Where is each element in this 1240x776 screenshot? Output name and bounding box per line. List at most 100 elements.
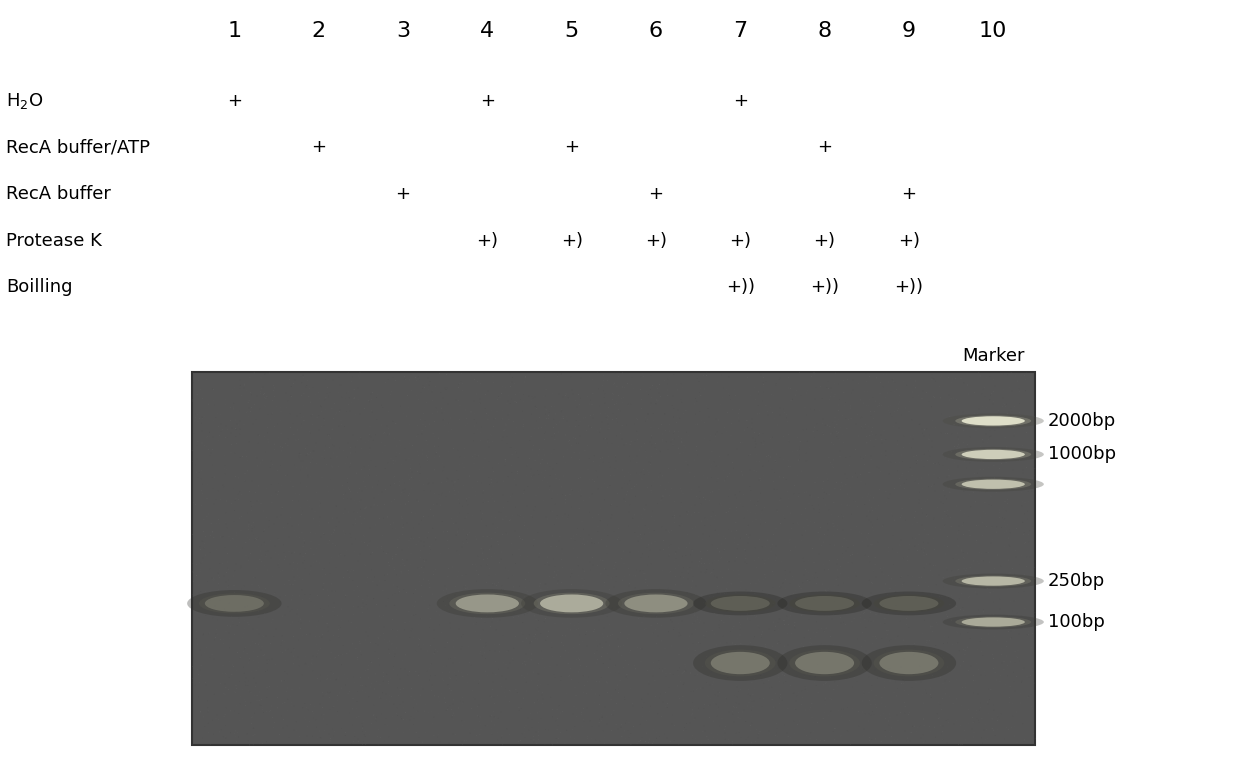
Point <box>201 738 221 750</box>
Point <box>513 388 533 400</box>
Point <box>467 647 487 660</box>
Point <box>615 693 635 705</box>
Point <box>914 719 934 732</box>
Point <box>827 558 847 570</box>
Point <box>580 394 600 407</box>
Point <box>277 386 296 399</box>
Point <box>588 471 608 483</box>
Point <box>636 628 656 640</box>
Point <box>857 531 877 543</box>
Point <box>379 647 399 660</box>
Point <box>787 672 807 684</box>
Point <box>200 563 219 575</box>
Point <box>569 472 589 484</box>
Point <box>394 584 414 596</box>
Text: 2: 2 <box>311 21 326 41</box>
Point <box>667 416 687 428</box>
Point <box>727 501 746 514</box>
Point <box>475 636 495 649</box>
Point <box>398 390 418 402</box>
Point <box>511 734 531 747</box>
Point <box>874 569 894 581</box>
Point <box>392 487 412 499</box>
Point <box>258 421 278 434</box>
Point <box>497 646 517 658</box>
Point <box>253 446 273 459</box>
Point <box>503 611 523 624</box>
Point <box>415 726 435 739</box>
Point <box>548 719 568 732</box>
Point <box>689 616 709 629</box>
Point <box>878 454 898 466</box>
Point <box>745 673 765 685</box>
Point <box>423 407 443 419</box>
Point <box>362 404 382 417</box>
Point <box>202 649 222 661</box>
Point <box>799 658 818 670</box>
Point <box>239 394 259 407</box>
Point <box>755 461 775 473</box>
Point <box>487 698 507 710</box>
Point <box>780 566 800 578</box>
Point <box>725 587 745 599</box>
Point <box>521 636 541 648</box>
Point <box>738 613 758 625</box>
Point <box>317 719 337 731</box>
Point <box>985 459 1004 472</box>
Point <box>942 592 962 605</box>
Point <box>350 637 370 650</box>
Point <box>449 523 469 535</box>
Point <box>769 623 789 636</box>
Point <box>449 377 469 390</box>
Point <box>738 688 758 701</box>
Point <box>450 497 470 509</box>
Point <box>808 471 828 483</box>
Point <box>672 706 692 719</box>
Point <box>232 605 252 617</box>
Point <box>998 723 1018 736</box>
Point <box>651 494 671 507</box>
Point <box>870 483 890 495</box>
Point <box>714 476 734 489</box>
Point <box>613 652 632 664</box>
Point <box>498 645 518 657</box>
Point <box>842 508 862 521</box>
Point <box>248 605 268 618</box>
Point <box>985 630 1004 643</box>
Point <box>529 411 549 424</box>
Point <box>663 664 683 677</box>
Point <box>574 575 594 587</box>
Point <box>288 410 308 422</box>
Point <box>866 395 885 407</box>
Point <box>419 547 439 559</box>
Point <box>940 675 960 688</box>
Point <box>684 596 704 608</box>
Point <box>631 509 651 521</box>
Point <box>831 537 851 549</box>
Point <box>523 439 543 452</box>
Point <box>412 535 432 547</box>
Point <box>990 443 1009 456</box>
Point <box>1014 526 1034 539</box>
Point <box>660 625 680 637</box>
Point <box>744 381 764 393</box>
Point <box>660 425 680 438</box>
Point <box>565 720 585 733</box>
Point <box>743 722 763 734</box>
Point <box>212 435 232 448</box>
Point <box>748 619 768 632</box>
Point <box>187 559 207 571</box>
Point <box>691 403 711 415</box>
Point <box>1001 609 1021 622</box>
Point <box>243 601 263 613</box>
Point <box>635 411 655 424</box>
Point <box>372 399 392 411</box>
Point <box>466 575 486 587</box>
Point <box>831 738 851 750</box>
Point <box>914 713 934 726</box>
Point <box>389 480 409 492</box>
Point <box>782 570 802 582</box>
Point <box>511 393 531 406</box>
Point <box>371 697 391 709</box>
Point <box>250 634 270 646</box>
